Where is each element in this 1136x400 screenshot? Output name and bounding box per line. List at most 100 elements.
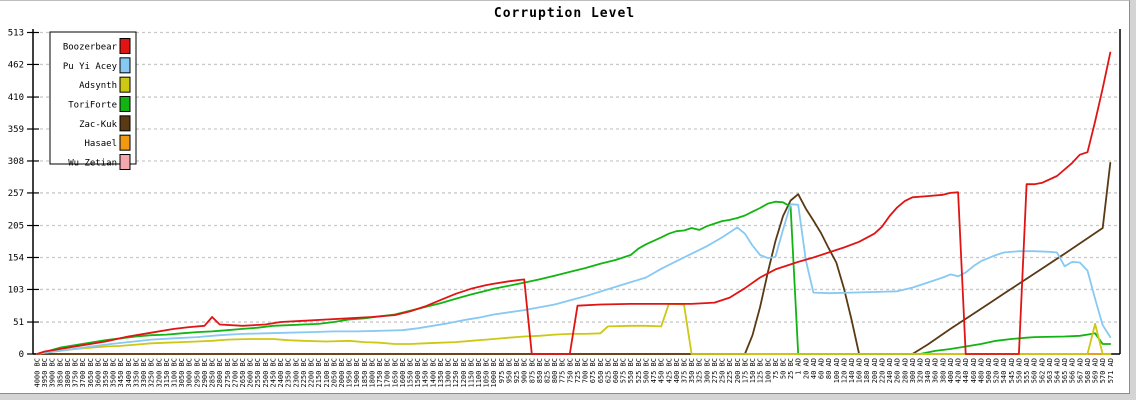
x-tick-label: 3700 BC	[79, 358, 87, 388]
x-tick-label: 950 BC	[505, 358, 513, 383]
x-tick-label: 1950 BC	[346, 358, 354, 388]
x-tick-label: 3800 BC	[64, 358, 72, 388]
x-tick-label: 1250 BC	[452, 358, 460, 388]
x-tick-label: 570 AD	[1099, 358, 1107, 383]
y-tick-label: 308	[8, 157, 24, 167]
x-tick-label: 2300 BC	[292, 358, 300, 388]
x-tick-label: 100 BC	[764, 358, 772, 383]
x-tick-label: 750 BC	[566, 358, 574, 383]
x-tick-label: 2750 BC	[224, 358, 232, 388]
x-tick-label: 550 BC	[627, 358, 635, 383]
x-tick-label: 3750 BC	[72, 358, 80, 388]
x-tick-label: 1050 BC	[483, 358, 491, 388]
x-tick-label: 3300 BC	[140, 358, 148, 388]
x-tick-label: 50 BC	[779, 358, 787, 379]
x-tick-label: 1750 BC	[376, 358, 384, 388]
x-tick-label: 1000 BC	[490, 358, 498, 388]
x-tick-label: 575 BC	[620, 358, 628, 383]
x-tick-label: 460 AD	[970, 358, 978, 383]
x-tick-label: 320 AD	[916, 358, 924, 383]
legend-label: Pu Yi Acey	[63, 62, 118, 72]
x-tick-label: 3150 BC	[163, 358, 171, 388]
x-tick-label: 240 AD	[886, 358, 894, 383]
x-tick-label: 300 AD	[909, 358, 917, 383]
x-tick-label: 3200 BC	[155, 358, 163, 388]
x-tick-label: 25 BC	[787, 358, 795, 379]
x-tick-label: 200 BC	[734, 358, 742, 383]
x-tick-label: 2000 BC	[338, 358, 346, 388]
x-tick-label: 568 AD	[1084, 358, 1092, 383]
x-tick-label: 625 BC	[604, 358, 612, 383]
x-tick-label: 1450 BC	[422, 358, 430, 388]
x-tick-label: 545 AD	[1008, 358, 1016, 383]
x-tick-label: 1600 BC	[399, 358, 407, 388]
x-tick-label: 1350 BC	[437, 358, 445, 388]
x-tick-label: 2650 BC	[239, 358, 247, 388]
x-tick-label: 520 AD	[993, 358, 1001, 383]
x-tick-label: 1700 BC	[384, 358, 392, 388]
x-tick-label: 480 AD	[977, 358, 985, 383]
x-tick-label: 425 BC	[665, 358, 673, 383]
legend-label: Hasael	[84, 139, 117, 149]
x-tick-label: 1100 BC	[475, 358, 483, 388]
x-tick-label: 1800 BC	[368, 358, 376, 388]
x-tick-label: 550 AD	[1015, 358, 1023, 383]
x-tick-label: 100 AD	[833, 358, 841, 383]
legend-swatch	[119, 76, 131, 93]
y-tick-label: 0	[19, 350, 24, 360]
x-tick-label: 565 AD	[1061, 358, 1069, 383]
x-tick-label: 569 AD	[1092, 358, 1100, 383]
x-tick-label: 2200 BC	[308, 358, 316, 388]
legend-swatch	[119, 57, 131, 74]
x-tick-label: 2450 BC	[269, 358, 277, 388]
x-tick-label: 2550 BC	[254, 358, 262, 388]
legend-swatch	[119, 38, 131, 54]
x-tick-label: 1850 BC	[361, 358, 369, 388]
chart-background: Corruption Level 0 51 103 154 205 257 308 359 41…	[0, 0, 1130, 394]
x-tick-label: 3600 BC	[94, 358, 102, 388]
x-tick-label: 140 AD	[848, 358, 856, 383]
x-tick-label: 275 BC	[711, 358, 719, 383]
x-tick-label: 3100 BC	[171, 358, 179, 388]
legend-swatch	[119, 115, 131, 132]
x-tick-label: 975 BC	[498, 358, 506, 383]
legend-label: Zac-Kuk	[79, 120, 118, 130]
x-tick-label: 564 AD	[1054, 358, 1062, 383]
y-tick-label: 205	[8, 222, 24, 232]
x-tick-label: 3850 BC	[56, 358, 64, 388]
x-tick-label: 3450 BC	[117, 358, 125, 388]
x-tick-label: 800 BC	[551, 358, 559, 383]
x-tick-label: 20 AD	[802, 358, 810, 379]
x-tick-label: 775 BC	[559, 358, 567, 383]
y-tick-label: 154	[8, 253, 24, 263]
x-tick-label: 440 AD	[962, 358, 970, 383]
series-line-toriforte	[36, 200, 1112, 355]
x-tick-label: 180 AD	[863, 358, 871, 383]
legend-swatch	[119, 154, 131, 170]
x-tick-label: 825 BC	[544, 358, 552, 383]
x-tick-label: 925 BC	[513, 358, 521, 383]
x-tick-label: 571 AD	[1107, 358, 1115, 383]
x-tick-label: 400 BC	[673, 358, 681, 383]
legend-swatch	[119, 134, 131, 151]
x-tick-label: 360 AD	[932, 358, 940, 383]
x-tick-label: 1900 BC	[353, 358, 361, 388]
y-tick-label: 359	[8, 125, 24, 135]
x-tick-label: 2350 BC	[285, 358, 293, 388]
x-tick-label: 75 BC	[772, 358, 780, 379]
x-tick-label: 2250 BC	[300, 358, 308, 388]
chart-canvas: 0 51 103 154 205 257 308 359 410 462 513 4000 BC 395…	[8, 29, 1121, 388]
x-tick-label: 3900 BC	[49, 358, 57, 388]
x-tick-label: 850 BC	[536, 358, 544, 383]
x-tick-label: 125 BC	[757, 358, 765, 383]
x-tick-label: 3250 BC	[148, 358, 156, 388]
x-tick-label: 525 BC	[635, 358, 643, 383]
x-tick-label: 2700 BC	[231, 358, 239, 388]
x-tick-label: 555 AD	[1023, 358, 1031, 383]
x-tick-label: 725 BC	[574, 358, 582, 383]
x-tick-label: 2150 BC	[315, 358, 323, 388]
x-tick-label: 340 AD	[924, 358, 932, 383]
x-tick-label: 225 BC	[726, 358, 734, 383]
x-tick-label: 3050 BC	[178, 358, 186, 388]
